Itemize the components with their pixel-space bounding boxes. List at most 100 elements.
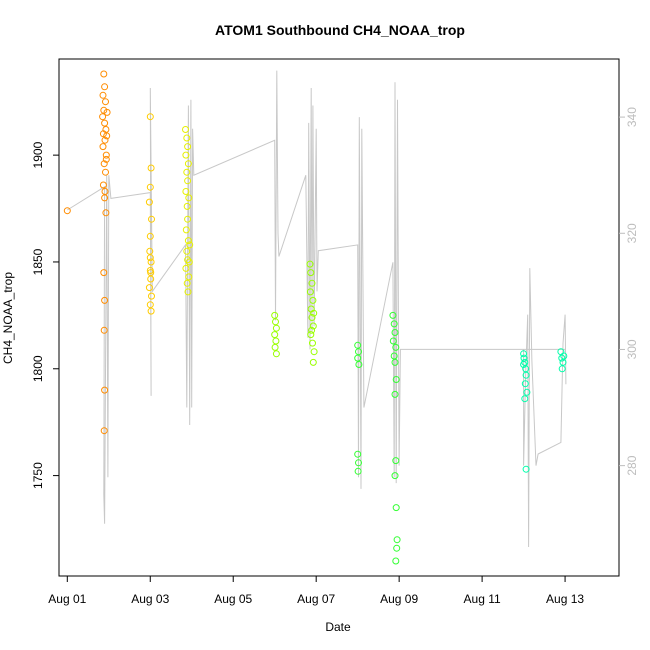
data-point [523,388,531,396]
data-point [272,318,279,326]
y2-tick-label: 340 [625,107,639,127]
series-0 [63,70,111,435]
data-point [391,329,399,336]
data-point [272,350,280,358]
data-point [354,467,362,475]
x-axis-label: Date [325,620,351,634]
data-point [560,352,568,360]
data-point [184,177,192,185]
data-point [99,181,107,189]
x-tick-label: Aug 09 [380,592,418,606]
y-tick-label: 1800 [31,355,45,382]
data-point [100,427,108,435]
data-point [271,311,279,319]
data-point [146,232,154,240]
secondary-line [67,70,567,548]
data-point [147,164,155,172]
data-point [355,361,363,368]
data-point [183,168,191,176]
data-point [306,260,314,268]
data-point [99,91,107,99]
data-point [184,143,192,151]
data-point [521,380,529,388]
x-tick-label: Aug 05 [214,592,252,606]
data-point [147,258,155,266]
data-point [558,354,566,362]
data-point [102,155,110,163]
data-point [182,188,190,195]
data-point [391,358,399,366]
data-point [101,386,109,394]
data-point [354,450,362,458]
data-point [148,292,155,300]
data-point [355,459,362,467]
data-point [101,188,109,195]
data-point [184,237,192,245]
data-point [183,202,191,210]
data-point [308,326,316,334]
data-point [271,343,279,351]
data-point [309,322,317,330]
x-tick-label: Aug 01 [48,592,86,606]
data-point [520,350,528,358]
data-point [185,258,193,266]
data-point [183,247,191,255]
data-point [392,376,400,383]
plot-frame [58,58,620,577]
chart-title: ATOM1 Southbound CH4_NOAA_trop [215,22,465,38]
data-point [182,151,190,159]
y2-tick-label: 280 [625,455,639,475]
y-axis-label: CH4_NOAA_trop [1,272,15,364]
data-point [103,132,111,140]
data-point [558,365,566,373]
data-points [63,70,568,565]
data-point [185,194,193,202]
data-point [148,215,155,223]
data-point [392,343,400,351]
data-point [392,504,400,512]
data-point [183,134,191,142]
data-point [102,98,109,106]
data-point [146,254,154,262]
data-point [100,326,108,334]
y-axis: 1750 1800 1850 1900 [31,141,59,489]
data-point [184,160,192,168]
data-point [271,331,279,339]
y-tick-label: 1850 [31,248,45,275]
y2-tick-label: 300 [625,339,639,359]
data-point [390,320,398,328]
data-point [99,113,107,121]
data-point [184,288,192,296]
data-point [99,143,107,151]
data-point [101,83,109,91]
data-point [308,314,316,321]
data-point [101,136,109,144]
data-point [522,371,530,379]
data-point [309,296,317,304]
data-point [272,337,280,345]
x-tick-label: Aug 13 [546,592,584,606]
y-tick-label: 1900 [31,141,45,168]
data-point [389,337,397,345]
series-3 [271,260,318,366]
series-2 [182,126,194,296]
data-point [309,358,317,366]
data-point [391,390,399,398]
data-point [307,331,315,339]
data-point [310,348,318,356]
data-point [145,198,153,206]
data-point [186,241,194,249]
data-point [103,108,111,116]
data-point [185,273,193,281]
series-1 [145,113,155,315]
data-point [182,126,189,133]
data-point [100,160,108,168]
data-point [309,339,316,347]
data-point [307,269,315,277]
data-point [102,151,110,159]
secondary-series [67,70,567,548]
data-point [183,279,191,287]
data-point [102,168,109,176]
data-point [391,472,399,480]
